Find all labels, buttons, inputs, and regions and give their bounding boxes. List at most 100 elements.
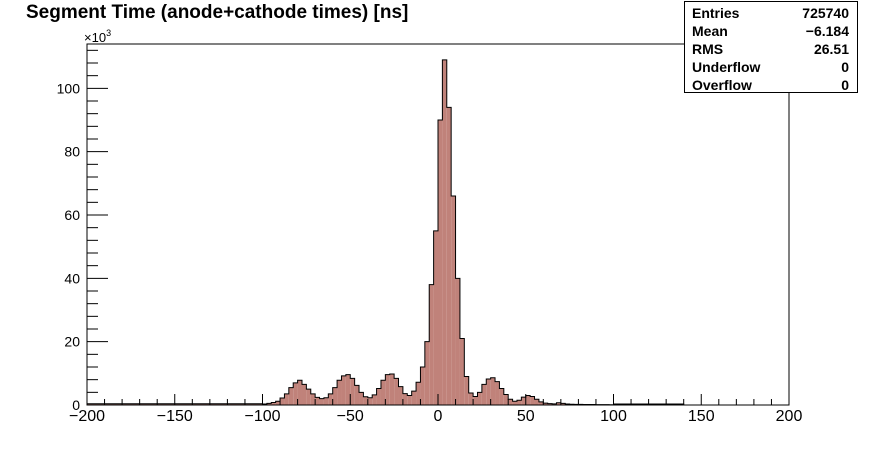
y-tick-label: 100 bbox=[57, 80, 81, 96]
histogram-bar bbox=[301, 384, 307, 405]
histogram-bar bbox=[297, 380, 302, 405]
histogram-bar bbox=[385, 374, 390, 405]
histogram-bar bbox=[420, 367, 425, 405]
histogram-bar bbox=[495, 381, 500, 405]
y-tick-label: 80 bbox=[64, 144, 80, 160]
stats-label: Mean bbox=[692, 23, 728, 39]
histogram-bar bbox=[433, 230, 438, 405]
stats-label: RMS bbox=[692, 41, 724, 57]
histogram-bar bbox=[376, 388, 381, 405]
x-tick-label: −50 bbox=[337, 408, 364, 425]
stats-value: −6.184 bbox=[805, 23, 849, 39]
histogram-bar bbox=[486, 379, 491, 405]
histogram-bar bbox=[438, 120, 443, 405]
histogram-bar bbox=[473, 396, 478, 405]
histogram-bar bbox=[455, 278, 460, 405]
histogram-bar bbox=[328, 393, 333, 405]
histogram-bar bbox=[354, 385, 360, 405]
x-tick-label: 200 bbox=[776, 408, 803, 425]
x-tick-label: −150 bbox=[157, 408, 193, 425]
x-tick-label: 150 bbox=[688, 408, 715, 425]
histogram-bar bbox=[560, 403, 566, 405]
histogram-bar bbox=[284, 393, 289, 405]
histogram-bar bbox=[446, 107, 452, 405]
stats-row-underflow: Underflow 0 bbox=[692, 58, 849, 76]
y-tick-label: 0 bbox=[72, 397, 80, 413]
chart-title: Segment Time (anode+cathode times) [ns] bbox=[26, 2, 409, 23]
x-tick-label: 50 bbox=[517, 408, 535, 425]
histogram-bar bbox=[481, 384, 487, 405]
histogram-bar bbox=[512, 401, 517, 405]
histogram-bar bbox=[293, 382, 298, 405]
histogram-bar bbox=[424, 341, 430, 405]
histogram-outline bbox=[87, 59, 685, 406]
histogram-bar bbox=[499, 388, 504, 405]
histogram-bar bbox=[359, 392, 364, 405]
x-axis: −200 −150 −100 −50 0 50 100 150 200 bbox=[69, 394, 802, 425]
histogram-bar bbox=[464, 376, 469, 405]
histogram-bar bbox=[315, 397, 320, 405]
histogram-bar bbox=[516, 400, 522, 405]
histogram-bar bbox=[468, 392, 474, 405]
histogram-bar bbox=[451, 196, 456, 405]
statistics-box: Entries 725740 Mean −6.184 RMS 26.51 Und… bbox=[684, 1, 858, 93]
histogram-bar bbox=[521, 397, 526, 405]
y-tick-label: 40 bbox=[64, 270, 80, 286]
histogram-bar bbox=[556, 402, 561, 405]
y-axis-multiplier: ×103 bbox=[84, 28, 111, 45]
histogram-bar bbox=[411, 391, 417, 405]
histogram-bar bbox=[367, 397, 373, 405]
histogram-bar bbox=[416, 382, 421, 405]
histogram-bar bbox=[341, 375, 346, 405]
histogram-bar bbox=[288, 387, 294, 405]
histogram-bar bbox=[552, 403, 557, 405]
histogram-bar bbox=[337, 380, 342, 405]
stats-value: 0 bbox=[841, 59, 849, 75]
histogram-bar bbox=[442, 59, 447, 405]
histogram-bar bbox=[389, 373, 395, 405]
histogram-bar bbox=[503, 394, 509, 405]
histogram-bars bbox=[87, 59, 684, 405]
x-tick-label: 100 bbox=[600, 408, 627, 425]
stats-value: 725740 bbox=[802, 5, 849, 21]
histogram-bar bbox=[407, 395, 412, 405]
histogram-bar bbox=[402, 393, 408, 405]
histogram-bar bbox=[319, 398, 324, 405]
histogram-bar bbox=[459, 338, 465, 405]
histogram-bar bbox=[534, 399, 539, 405]
histogram-bar bbox=[525, 395, 531, 405]
histogram-bar bbox=[380, 380, 386, 405]
histogram-bar bbox=[530, 396, 535, 405]
histogram-bar bbox=[350, 378, 355, 405]
histogram-bar bbox=[398, 386, 403, 405]
histogram-bar bbox=[306, 389, 311, 405]
histogram-bar bbox=[280, 398, 285, 405]
histogram-bar bbox=[323, 397, 329, 405]
stats-row-rms: RMS 26.51 bbox=[692, 40, 849, 58]
stats-label: Entries bbox=[692, 5, 740, 21]
histogram-bar bbox=[429, 284, 434, 405]
histogram-bar bbox=[363, 396, 368, 405]
histogram-bar bbox=[490, 377, 496, 405]
histogram-bar bbox=[547, 403, 553, 405]
stats-label: Overflow bbox=[692, 77, 752, 93]
histogram-bar bbox=[543, 403, 548, 405]
histogram-bar bbox=[275, 401, 281, 405]
x-tick-label: −100 bbox=[244, 408, 280, 425]
y-tick-label: 60 bbox=[64, 207, 80, 223]
histogram-bar bbox=[266, 403, 272, 405]
histogram-bar bbox=[271, 402, 276, 405]
x-tick-label: −200 bbox=[69, 408, 105, 425]
histogram-bar bbox=[345, 374, 351, 405]
stats-row-overflow: Overflow 0 bbox=[692, 76, 849, 94]
histogram-bar bbox=[538, 401, 544, 405]
y-axis: 0 20 40 60 80 100 bbox=[57, 49, 108, 413]
histogram-bar bbox=[310, 393, 316, 405]
histogram-bar bbox=[394, 378, 399, 405]
histogram-bar bbox=[477, 392, 482, 405]
histogram-bar bbox=[508, 399, 513, 405]
stats-row-mean: Mean −6.184 bbox=[692, 22, 849, 40]
y-tick-label: 20 bbox=[64, 334, 80, 350]
histogram-bar bbox=[372, 394, 377, 405]
